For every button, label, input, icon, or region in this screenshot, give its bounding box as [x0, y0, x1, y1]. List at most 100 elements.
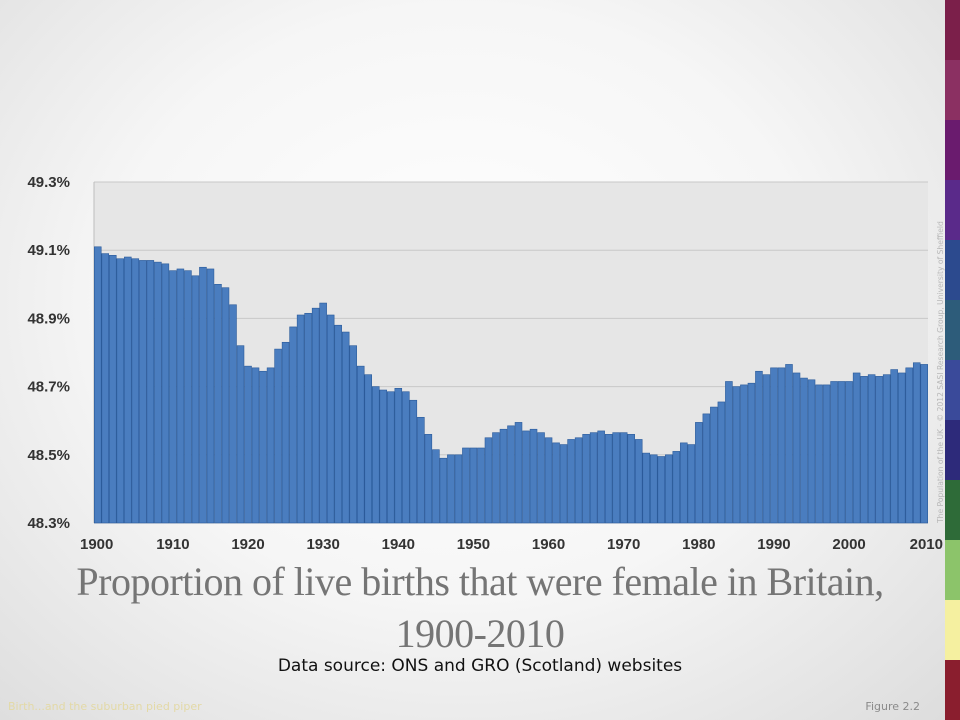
bar-1960 [544, 437, 553, 524]
bar-1947 [447, 454, 455, 524]
bar-1973 [642, 452, 651, 524]
bar-1990 [770, 367, 778, 524]
bar-1912 [184, 270, 192, 524]
sidebar-band [945, 600, 960, 660]
bar-1914 [199, 266, 207, 524]
bar-1984 [725, 381, 733, 524]
bar-1905 [131, 258, 140, 524]
bar-1986 [740, 384, 748, 524]
x-tick-label: 1940 [382, 536, 415, 553]
bar-1974 [649, 454, 658, 524]
x-tick-label: 1980 [682, 536, 715, 553]
y-tick-label: 49.1% [27, 242, 70, 259]
bar-1958 [529, 428, 538, 524]
bar-1910 [169, 270, 177, 524]
bar-2003 [867, 374, 876, 524]
bar-2001 [852, 372, 861, 524]
sidebar-band [945, 60, 960, 120]
bar-1906 [139, 260, 147, 524]
bar-1903 [116, 258, 125, 524]
bar-1933 [341, 331, 350, 524]
x-tick-label: 1950 [457, 536, 490, 553]
chart: 48.3%48.5%48.7%48.9%49.1%49.3% 1900 1910 1… [27, 174, 943, 553]
bar-1969 [612, 432, 620, 524]
bar-1900 [94, 246, 102, 524]
bar-1904 [124, 256, 132, 524]
bar-1985 [732, 386, 741, 524]
bar-1938 [379, 389, 388, 524]
bar-1931 [326, 314, 335, 524]
x-tick-label: 2000 [832, 536, 865, 553]
bar-1972 [634, 439, 643, 524]
x-axis-ticks: 1900 1910 1920 1930 1940 1950 1960 1970 1980 1990… [80, 536, 943, 553]
bar-1994 [800, 377, 808, 524]
bar-1911 [176, 268, 185, 524]
bar-1909 [161, 263, 170, 524]
bar-1995 [807, 379, 816, 524]
bar-2008 [905, 367, 913, 524]
y-tick-label: 49.3% [27, 174, 70, 191]
bar-1999 [837, 381, 846, 524]
bar-1951 [477, 447, 485, 524]
bar-1916 [214, 283, 222, 524]
x-tick-label: 1970 [607, 536, 640, 553]
bar-1935 [356, 365, 365, 524]
sidebar-band [945, 480, 960, 540]
footer-figure-number: Figure 2.2 [865, 700, 920, 713]
bar-1934 [349, 345, 357, 524]
x-tick-label: 1960 [532, 536, 565, 553]
bar-1953 [492, 432, 500, 524]
bar-2002 [860, 376, 868, 524]
y-tick-label: 48.9% [27, 310, 70, 327]
bar-1998 [830, 381, 838, 524]
bar-1949 [462, 447, 470, 524]
sidebar-band [945, 540, 960, 600]
bar-1979 [687, 444, 696, 524]
decorative-color-sidebar [945, 0, 960, 720]
bar-1965 [582, 434, 590, 524]
bar-1993 [792, 372, 801, 524]
bar-1992 [785, 364, 793, 524]
sidebar-band [945, 120, 960, 180]
bar-1908 [154, 261, 162, 524]
x-tick-label: 1930 [306, 536, 339, 553]
bar-1970 [619, 432, 628, 524]
bar-1981 [702, 413, 711, 524]
bar-1927 [296, 314, 305, 524]
bar-1920 [244, 365, 252, 524]
bar-2007 [897, 372, 906, 524]
sidebar-band [945, 300, 960, 360]
bar-1977 [672, 451, 681, 524]
bar-1954 [499, 428, 508, 524]
bar-1923 [266, 367, 275, 524]
bar-1980 [695, 422, 703, 524]
bar-1929 [311, 307, 320, 524]
bar-1975 [657, 456, 666, 524]
bar-1948 [454, 454, 463, 524]
x-tick-label: 1920 [231, 536, 264, 553]
bar-1978 [680, 442, 688, 524]
bar-1921 [251, 367, 260, 524]
bar-2006 [890, 369, 898, 524]
bar-1945 [432, 449, 440, 524]
sidebar-band [945, 360, 960, 420]
bar-2004 [875, 376, 883, 524]
bar-1925 [281, 341, 290, 524]
bar-2000 [845, 381, 853, 524]
bar-1946 [439, 457, 448, 524]
bar-2010 [920, 364, 929, 524]
x-tick-label: 1900 [80, 536, 113, 553]
y-tick-label: 48.3% [27, 515, 70, 532]
bar-1928 [304, 312, 312, 524]
bar-series [94, 246, 929, 524]
sidebar-band [945, 420, 960, 480]
bar-1955 [507, 425, 515, 524]
bar-1942 [409, 399, 418, 524]
bar-1989 [762, 374, 771, 524]
sidebar-band [945, 0, 960, 60]
sidebar-band [945, 660, 960, 720]
bar-1952 [484, 437, 493, 524]
y-axis-ticks: 48.3% 48.5% 48.7% 48.9% 49.1% 49.3% [27, 174, 70, 532]
bar-1950 [469, 447, 478, 524]
bar-1926 [289, 326, 297, 524]
